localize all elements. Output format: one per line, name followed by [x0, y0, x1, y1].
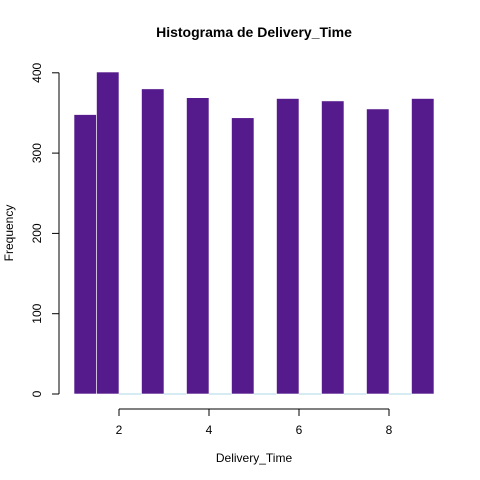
x-tick-label: 6 — [296, 423, 303, 437]
x-axis: 2 4 6 8 — [116, 408, 393, 437]
y-axis-title: Frequency — [2, 205, 16, 262]
bars-group — [73, 71, 435, 395]
histogram-bar-3 — [141, 88, 165, 395]
histogram-bar-1 — [96, 71, 120, 395]
x-tick-label: 8 — [386, 423, 393, 437]
histogram-bar-5 — [186, 97, 210, 395]
x-tick-label: 4 — [206, 423, 213, 437]
x-tick-label: 2 — [116, 423, 123, 437]
chart-title: Histograma de Delivery_Time — [156, 24, 352, 40]
histogram-bar-0 — [73, 114, 97, 395]
histogram-bar-9 — [276, 98, 300, 395]
y-tick-label: 100 — [30, 303, 44, 323]
y-tick-label: 200 — [30, 223, 44, 243]
x-axis-title: Delivery_Time — [216, 451, 293, 465]
y-tick-label: 400 — [30, 62, 44, 82]
histogram-bar-7 — [231, 117, 255, 395]
histogram-bar-13 — [366, 108, 390, 395]
histogram-bar-11 — [321, 100, 345, 395]
y-tick-label: 300 — [30, 143, 44, 163]
y-tick-label: 0 — [30, 390, 44, 397]
histogram-bar-15 — [411, 98, 435, 395]
y-axis: 0 100 200 300 400 — [30, 62, 60, 397]
